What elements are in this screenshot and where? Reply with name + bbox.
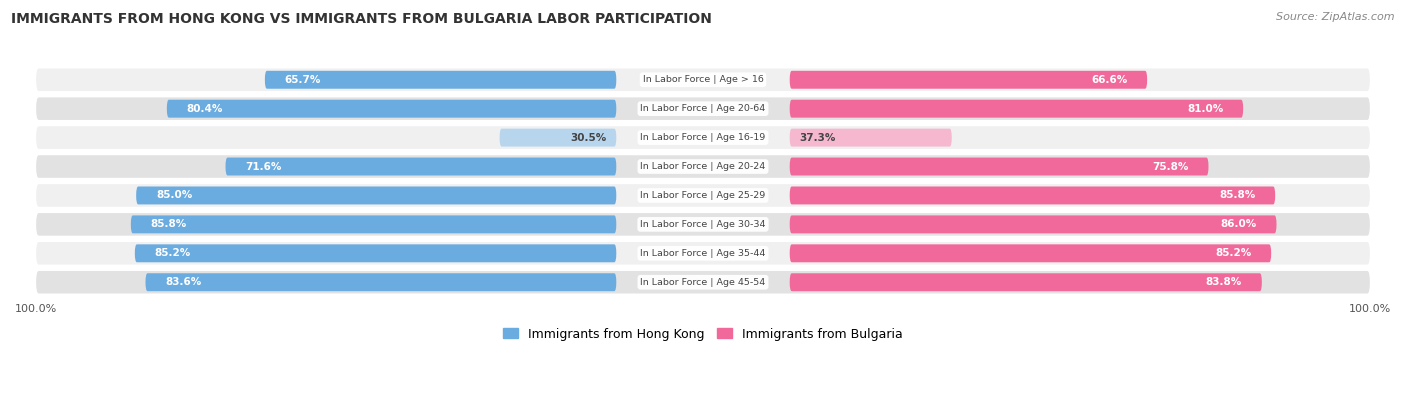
FancyBboxPatch shape bbox=[790, 273, 1261, 291]
Text: In Labor Force | Age 45-54: In Labor Force | Age 45-54 bbox=[640, 278, 766, 287]
Text: 81.0%: 81.0% bbox=[1187, 103, 1223, 114]
FancyBboxPatch shape bbox=[264, 71, 616, 89]
FancyBboxPatch shape bbox=[37, 155, 1369, 178]
Text: 85.2%: 85.2% bbox=[1215, 248, 1251, 258]
FancyBboxPatch shape bbox=[135, 245, 616, 262]
Text: 85.0%: 85.0% bbox=[156, 190, 193, 200]
FancyBboxPatch shape bbox=[136, 186, 616, 205]
FancyBboxPatch shape bbox=[499, 129, 616, 147]
FancyBboxPatch shape bbox=[790, 158, 1209, 175]
FancyBboxPatch shape bbox=[37, 68, 1369, 91]
Text: In Labor Force | Age 16-19: In Labor Force | Age 16-19 bbox=[640, 133, 766, 142]
Text: 85.8%: 85.8% bbox=[150, 219, 187, 229]
Text: Source: ZipAtlas.com: Source: ZipAtlas.com bbox=[1277, 12, 1395, 22]
Text: 66.6%: 66.6% bbox=[1091, 75, 1128, 85]
Text: In Labor Force | Age 30-34: In Labor Force | Age 30-34 bbox=[640, 220, 766, 229]
Text: In Labor Force | Age 20-24: In Labor Force | Age 20-24 bbox=[640, 162, 766, 171]
FancyBboxPatch shape bbox=[37, 271, 1369, 293]
FancyBboxPatch shape bbox=[131, 215, 616, 233]
Text: In Labor Force | Age > 16: In Labor Force | Age > 16 bbox=[643, 75, 763, 84]
Text: 83.6%: 83.6% bbox=[166, 277, 201, 287]
Text: 30.5%: 30.5% bbox=[569, 133, 606, 143]
FancyBboxPatch shape bbox=[37, 126, 1369, 149]
Text: 75.8%: 75.8% bbox=[1152, 162, 1188, 171]
FancyBboxPatch shape bbox=[790, 215, 1277, 233]
Text: 65.7%: 65.7% bbox=[285, 75, 321, 85]
FancyBboxPatch shape bbox=[790, 186, 1275, 205]
FancyBboxPatch shape bbox=[790, 71, 1147, 89]
FancyBboxPatch shape bbox=[37, 184, 1369, 207]
Legend: Immigrants from Hong Kong, Immigrants from Bulgaria: Immigrants from Hong Kong, Immigrants fr… bbox=[498, 323, 908, 346]
Text: 85.2%: 85.2% bbox=[155, 248, 191, 258]
FancyBboxPatch shape bbox=[790, 129, 952, 147]
FancyBboxPatch shape bbox=[167, 100, 616, 118]
Text: In Labor Force | Age 35-44: In Labor Force | Age 35-44 bbox=[640, 249, 766, 258]
FancyBboxPatch shape bbox=[145, 273, 616, 291]
Text: 86.0%: 86.0% bbox=[1220, 219, 1257, 229]
Text: In Labor Force | Age 25-29: In Labor Force | Age 25-29 bbox=[640, 191, 766, 200]
Text: 83.8%: 83.8% bbox=[1205, 277, 1241, 287]
FancyBboxPatch shape bbox=[790, 245, 1271, 262]
Text: 37.3%: 37.3% bbox=[800, 133, 837, 143]
Text: 80.4%: 80.4% bbox=[187, 103, 224, 114]
FancyBboxPatch shape bbox=[37, 213, 1369, 236]
FancyBboxPatch shape bbox=[37, 242, 1369, 265]
Text: 71.6%: 71.6% bbox=[246, 162, 281, 171]
FancyBboxPatch shape bbox=[225, 158, 616, 175]
Text: In Labor Force | Age 20-64: In Labor Force | Age 20-64 bbox=[640, 104, 766, 113]
FancyBboxPatch shape bbox=[790, 100, 1243, 118]
Text: 85.8%: 85.8% bbox=[1219, 190, 1256, 200]
Text: IMMIGRANTS FROM HONG KONG VS IMMIGRANTS FROM BULGARIA LABOR PARTICIPATION: IMMIGRANTS FROM HONG KONG VS IMMIGRANTS … bbox=[11, 12, 711, 26]
FancyBboxPatch shape bbox=[37, 98, 1369, 120]
